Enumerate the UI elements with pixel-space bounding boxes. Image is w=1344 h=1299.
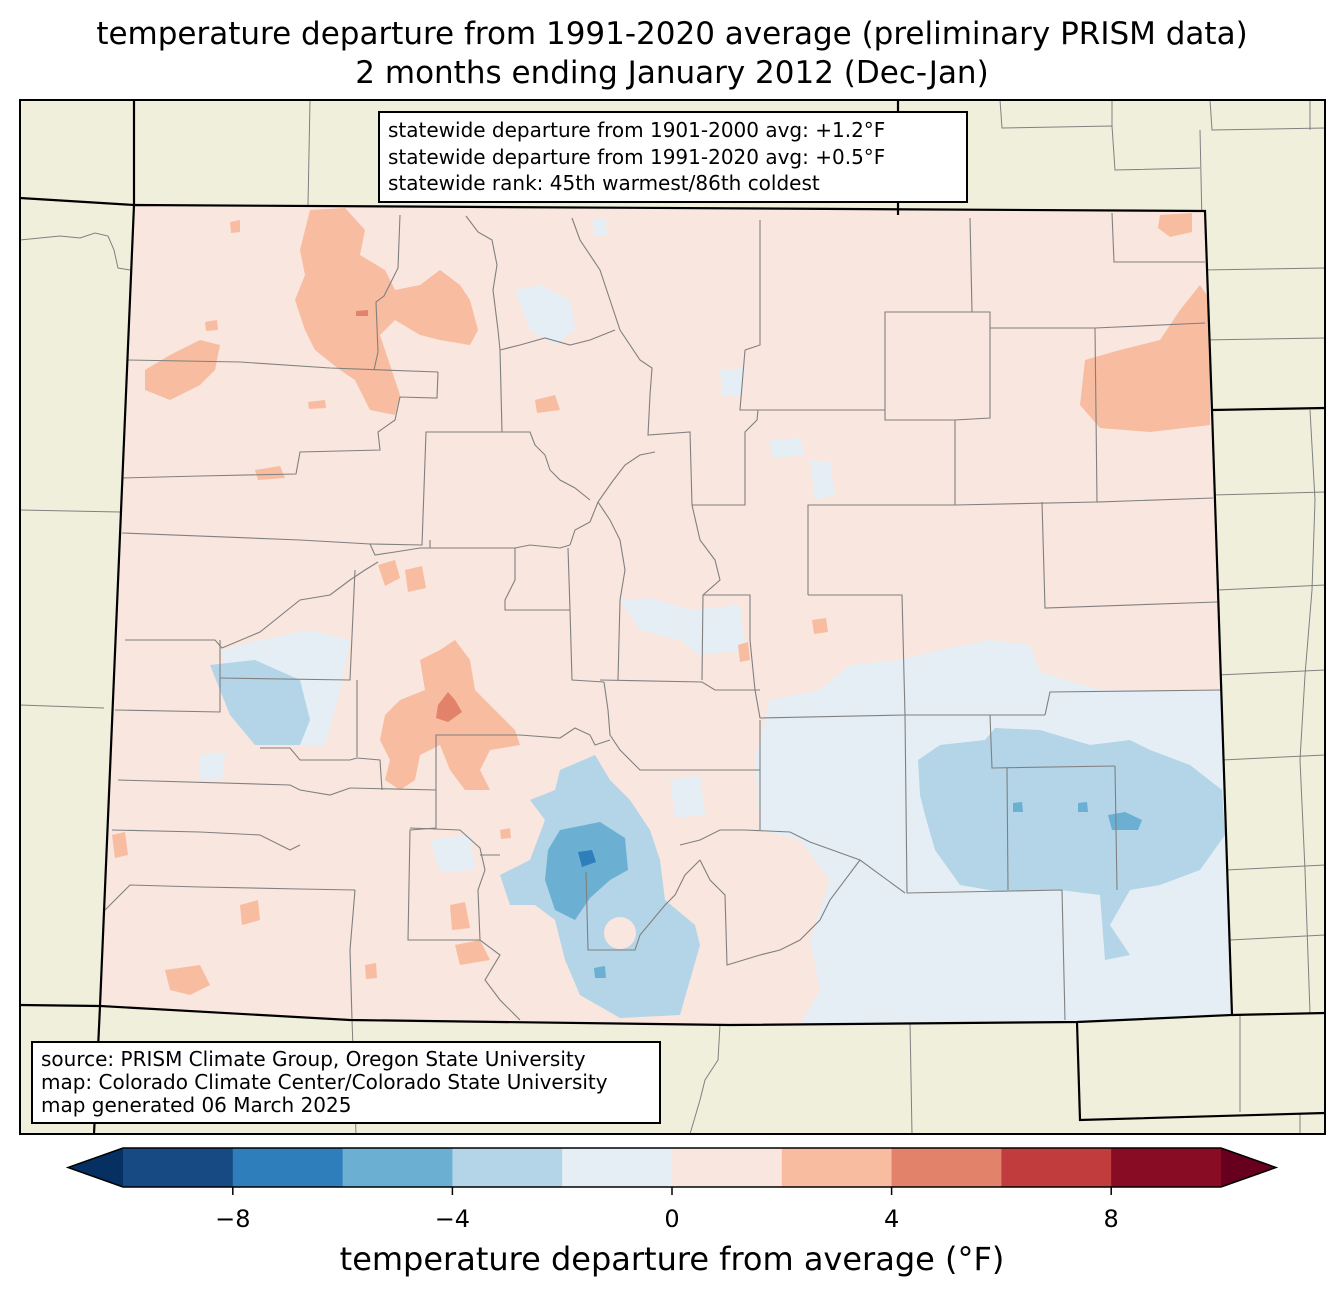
colorbar-bin xyxy=(781,1148,893,1187)
colorbar-bin xyxy=(232,1148,344,1187)
anomaly-warm-spot xyxy=(604,917,636,949)
colorbar-tick-label: −4 xyxy=(434,1205,471,1233)
stats-line-1900-avg: statewide departure from 1901-2000 avg: … xyxy=(388,118,886,142)
colorbar xyxy=(65,1147,1279,1195)
map-frame xyxy=(19,99,1326,1135)
colorbar-bin xyxy=(891,1148,1002,1187)
anomaly-minus2-to-0 xyxy=(200,218,1232,1025)
anomaly-plus4-to-plus6 xyxy=(356,310,462,722)
map-credit-line: map: Colorado Climate Center/Colorado St… xyxy=(41,1070,608,1094)
colorbar-bin xyxy=(562,1148,673,1187)
colorbar-bin xyxy=(123,1148,234,1187)
source-credits-box: source: PRISM Climate Group, Oregon Stat… xyxy=(31,1041,661,1124)
map-title-line2: 2 months ending January 2012 (Dec-Jan) xyxy=(355,55,989,91)
stats-line-rank: statewide rank: 45th warmest/86th coldes… xyxy=(388,171,820,195)
colorbar-label: temperature departure from average (°F) xyxy=(339,1240,1005,1278)
statewide-stats-box: statewide departure from 1901-2000 avg: … xyxy=(378,111,968,203)
colorbar-bin xyxy=(1001,1148,1112,1187)
anomaly-minus8-to-minus6 xyxy=(578,850,596,867)
colorbar-bin xyxy=(452,1148,563,1187)
county-lines xyxy=(104,212,1223,1021)
stats-line-1991-avg: statewide departure from 1991-2020 avg: … xyxy=(388,144,886,169)
colorbar-extend-high xyxy=(1221,1148,1276,1187)
generated-date-line: map generated 06 March 2025 xyxy=(41,1093,352,1117)
colorbar-tick-label: 4 xyxy=(883,1205,900,1233)
colorbar-tick-label: −8 xyxy=(215,1205,251,1233)
temperature-anomaly-field xyxy=(100,205,1232,1025)
colorbar-bin xyxy=(672,1148,783,1187)
map-title-line1: temperature departure from 1991-2020 ave… xyxy=(96,16,1248,52)
colorbar-tick-label: 0 xyxy=(664,1205,680,1233)
colorbar-tick-label: 8 xyxy=(1103,1205,1119,1233)
anomaly-minus6-to-minus4 xyxy=(545,802,1142,978)
neighbor-county-lines xyxy=(20,100,1325,1134)
source-line: source: PRISM Climate Group, Oregon Stat… xyxy=(41,1047,586,1071)
colorbar-bin xyxy=(342,1148,453,1187)
colorbar-outline xyxy=(65,1147,1279,1188)
colorbar-extend-low xyxy=(68,1148,123,1187)
colorbar-bin xyxy=(1111,1148,1222,1187)
